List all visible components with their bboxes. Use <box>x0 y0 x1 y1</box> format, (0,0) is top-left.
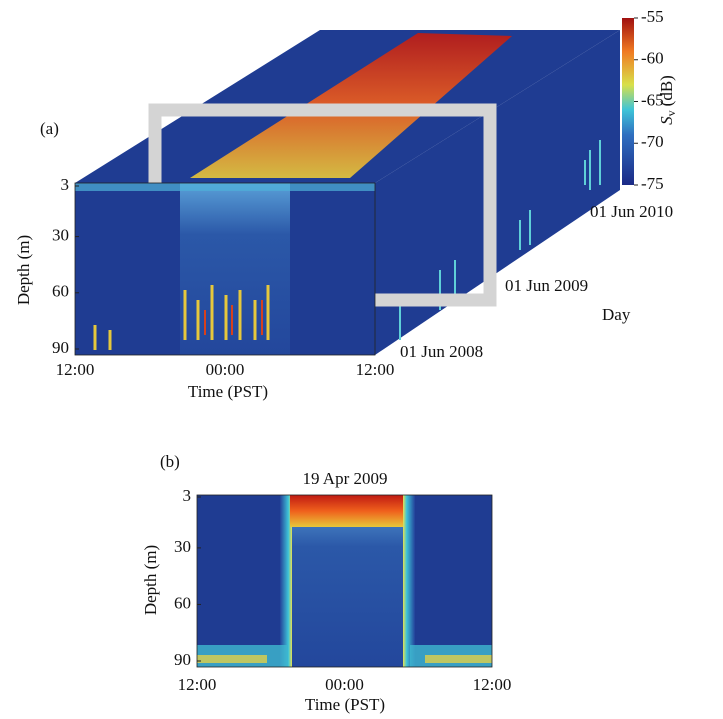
x-tick-label: 00:00 <box>206 360 245 379</box>
x-tick-label: 12:00 <box>356 360 395 379</box>
y-label: Depth (m) <box>141 545 160 615</box>
right-face <box>375 30 620 355</box>
panel-label: (a) <box>40 119 59 138</box>
colorbar <box>622 18 634 185</box>
y-tick-label: 30 <box>52 225 69 244</box>
cube <box>74 30 620 356</box>
colorbar-tick-label: -60 <box>641 49 664 68</box>
echogram-surface <box>290 495 403 527</box>
y-tick-label: 3 <box>61 175 70 194</box>
colorbar-label: Sv (dB) <box>657 75 678 125</box>
y-tick-label: 3 <box>183 486 192 505</box>
front-frame <box>74 182 376 356</box>
day-label: 01 Jun 2008 <box>400 342 483 361</box>
x-tick-label: 12:00 <box>473 675 512 694</box>
front-spikes <box>93 285 270 350</box>
colorbar-sub: v <box>664 110 678 116</box>
day-label: 01 Jun 2009 <box>505 276 588 295</box>
colorbar-tick-label: -70 <box>641 132 664 151</box>
colorbar-tick-label: -55 <box>641 7 664 26</box>
echogram-bottom <box>197 655 267 663</box>
colorbar-unit: (dB) <box>657 75 676 106</box>
y-tick-label: 60 <box>52 282 69 301</box>
x-label: Time (PST) <box>188 382 268 401</box>
echogram <box>196 494 493 668</box>
echogram-bottom <box>425 655 492 663</box>
y-tick-label: 90 <box>174 650 191 669</box>
y-label: Depth (m) <box>14 235 33 305</box>
panel-title: 19 Apr 2009 <box>303 469 388 488</box>
x-tick-label: 12:00 <box>178 675 217 694</box>
x-tick-label: 00:00 <box>325 675 364 694</box>
echogram-frame <box>196 494 493 668</box>
echogram-edge <box>403 495 415 667</box>
colorbar-symbol: S <box>657 116 676 125</box>
colorbar-tick-label: -75 <box>641 174 664 193</box>
day-label: 01 Jun 2010 <box>590 202 673 221</box>
x-tick-label: 12:00 <box>56 360 95 379</box>
front-surface <box>75 183 375 191</box>
front-spikes-red <box>204 300 263 335</box>
echogram-edge <box>280 495 292 667</box>
colorbar-tick-label: -65 <box>641 90 664 109</box>
x-label: Time (PST) <box>305 695 385 714</box>
y-tick-label: 30 <box>174 537 191 556</box>
panel-label: (b) <box>160 452 180 471</box>
y-tick-label: 60 <box>174 593 191 612</box>
day-axis-label: Day <box>602 305 631 324</box>
y-tick-label: 90 <box>52 338 69 357</box>
right-streaks <box>399 140 601 340</box>
